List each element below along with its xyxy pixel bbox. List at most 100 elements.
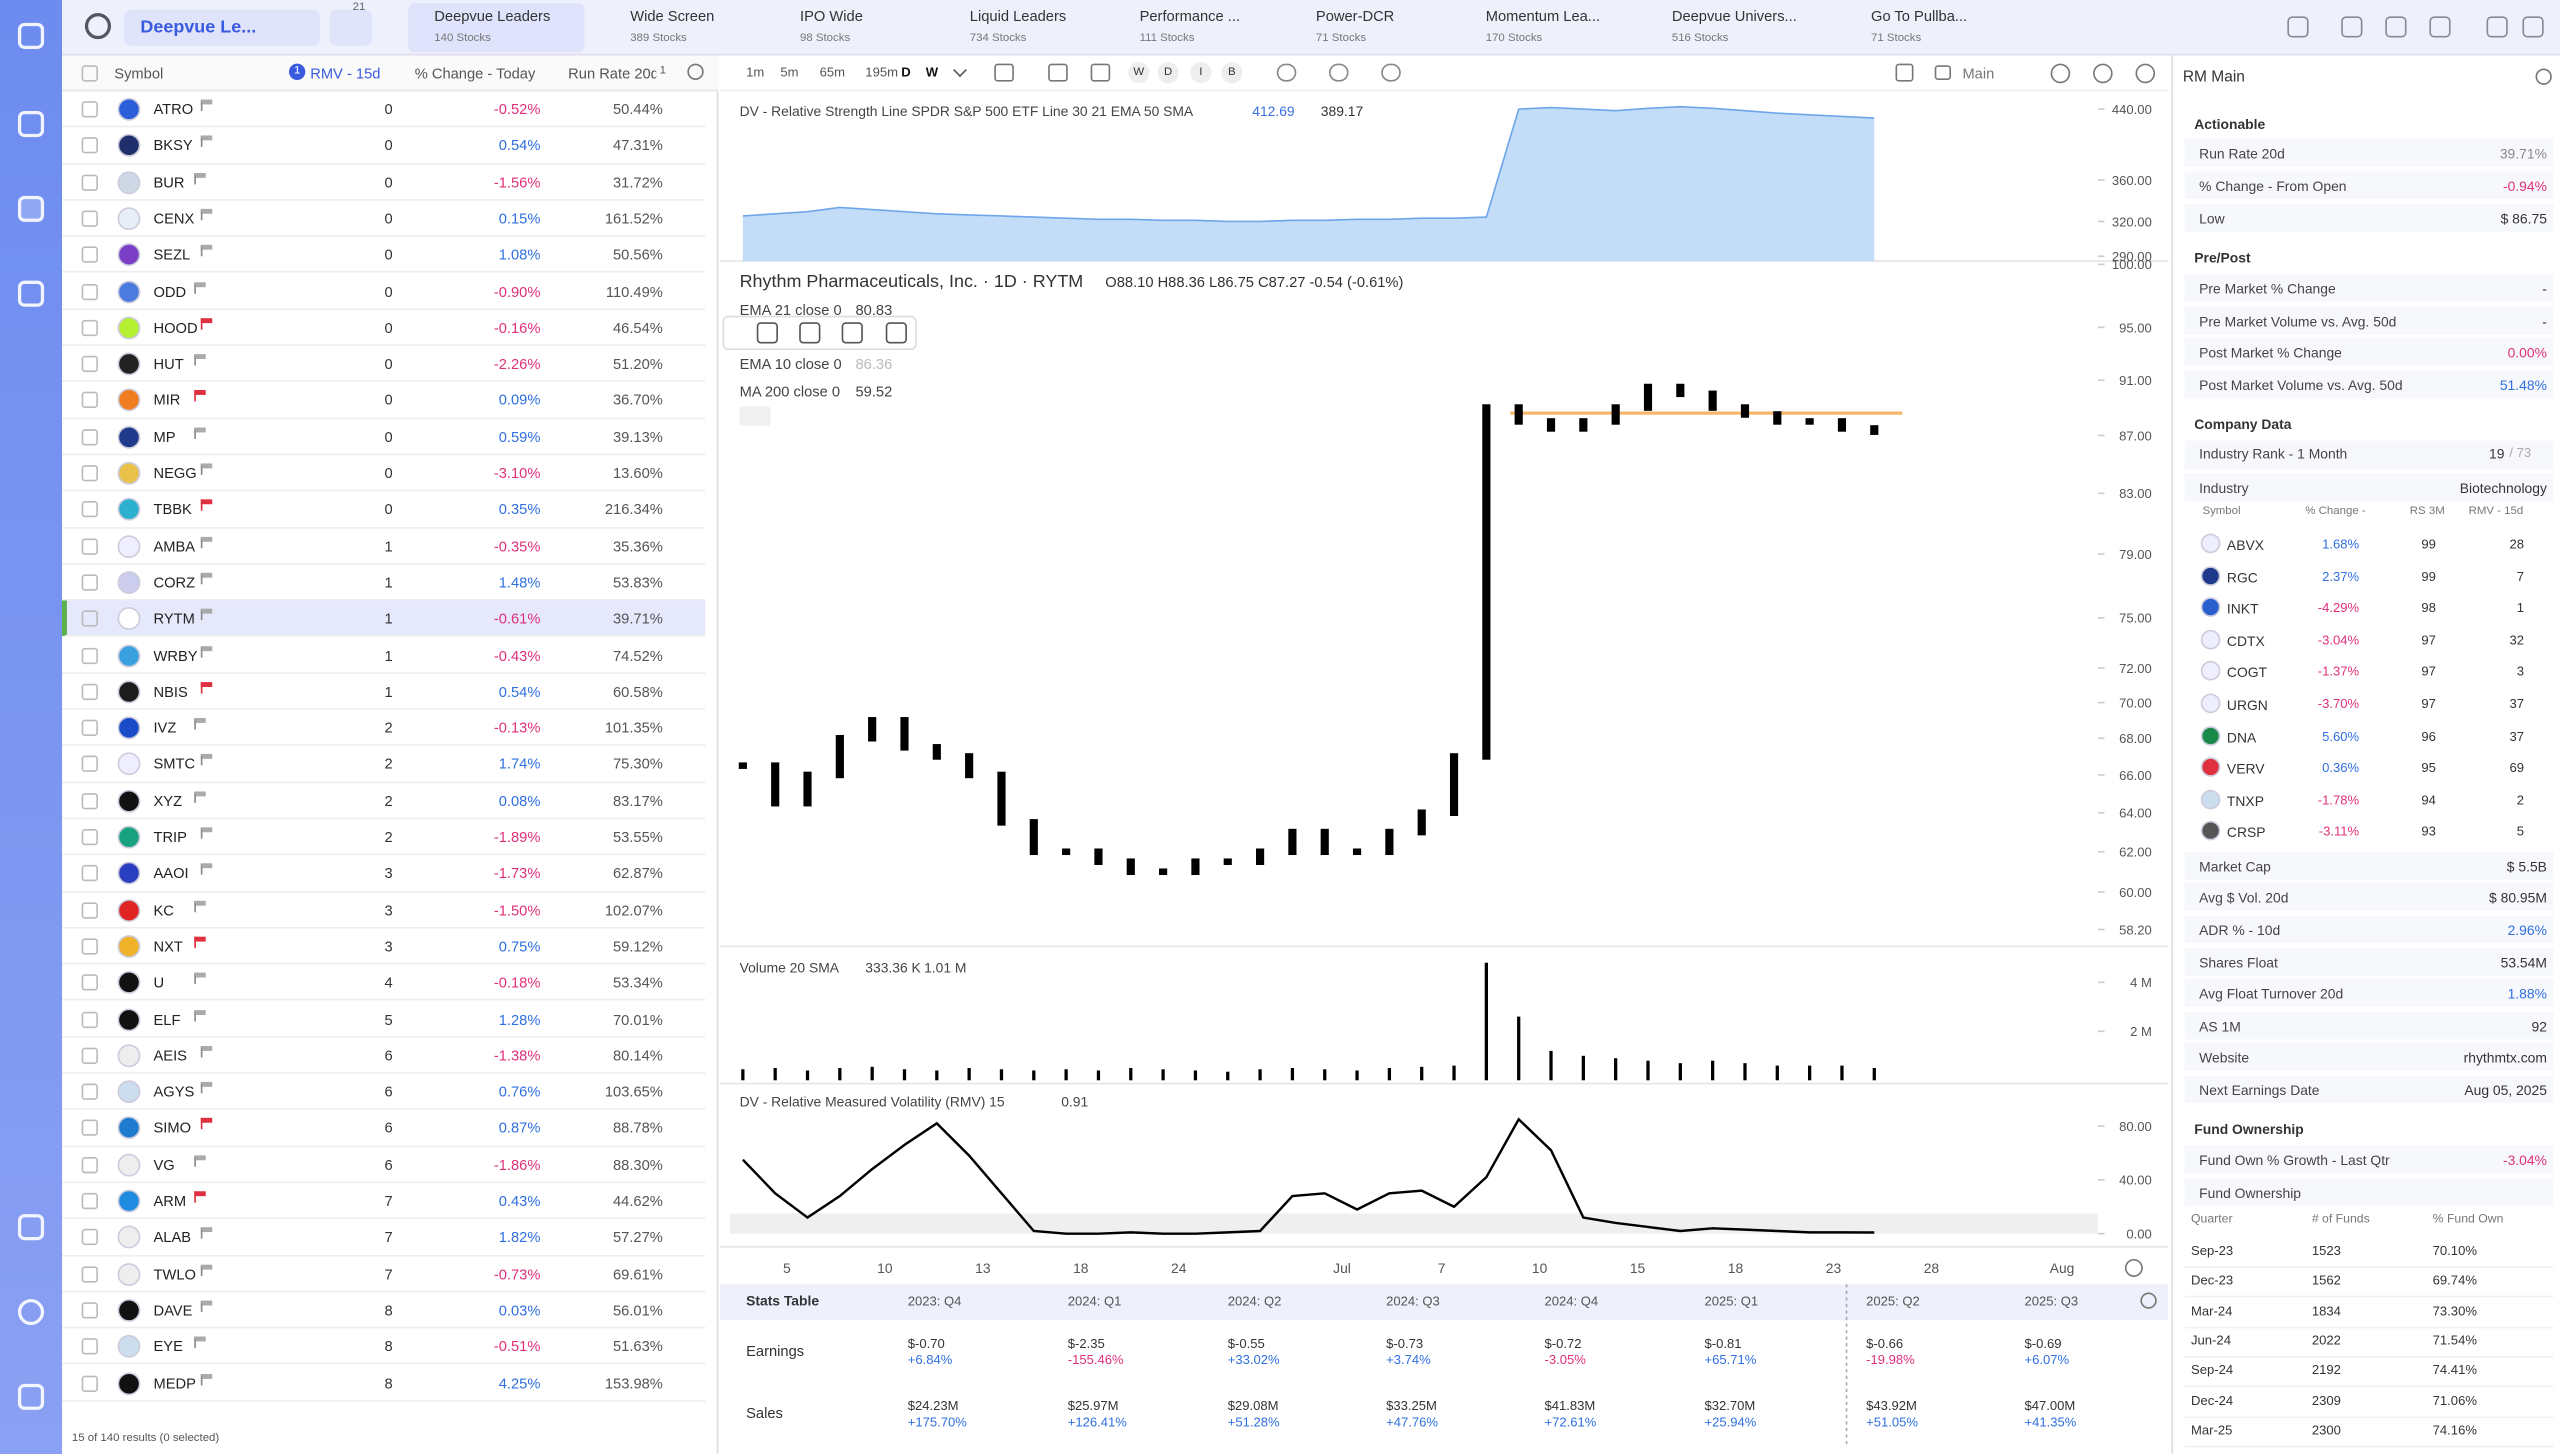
flag-icon[interactable] xyxy=(200,499,213,512)
panel-settings[interactable] xyxy=(2535,68,2552,85)
layout-icon[interactable] xyxy=(1895,63,1914,82)
interval-button[interactable]: D xyxy=(901,65,911,80)
tool-icon[interactable] xyxy=(2093,63,2113,84)
flag-icon[interactable] xyxy=(194,427,206,439)
checkbox[interactable] xyxy=(81,465,98,482)
watchlist-row[interactable] xyxy=(62,1219,706,1256)
checkbox[interactable] xyxy=(81,65,98,82)
flag-icon[interactable] xyxy=(194,972,206,985)
search-icon[interactable] xyxy=(84,13,112,40)
flag-icon[interactable] xyxy=(200,1227,213,1240)
flag-icon[interactable] xyxy=(200,463,213,475)
peer-symbol[interactable]: ABVX xyxy=(2226,536,2264,554)
flag-icon[interactable] xyxy=(194,936,206,948)
sidebar-icon[interactable] xyxy=(17,1214,45,1241)
watchlist-row[interactable] xyxy=(62,1256,706,1293)
flag-icon[interactable] xyxy=(200,1264,213,1276)
interval-button[interactable]: 195m xyxy=(865,65,898,80)
checkbox[interactable] xyxy=(81,1338,98,1355)
watchlist-row[interactable] xyxy=(62,1074,706,1111)
watchlist-row[interactable] xyxy=(62,965,706,1002)
flag-icon[interactable] xyxy=(194,1154,206,1167)
checkbox[interactable] xyxy=(81,101,98,118)
tab[interactable] xyxy=(408,3,585,53)
flag-icon[interactable] xyxy=(200,1082,213,1094)
watchlist-row[interactable] xyxy=(62,237,706,274)
flag-icon[interactable] xyxy=(200,827,213,839)
layout-icon[interactable] xyxy=(1934,65,1952,80)
flag-icon[interactable] xyxy=(194,390,206,403)
column-header[interactable]: Run Rate 20d xyxy=(568,65,657,82)
toolbar-icon[interactable] xyxy=(2341,16,2363,38)
checkbox[interactable] xyxy=(81,319,98,336)
flag-icon[interactable] xyxy=(200,99,213,111)
watchlist-row[interactable] xyxy=(62,1183,706,1220)
interval-button[interactable]: 65m xyxy=(819,65,845,80)
settings-icon[interactable] xyxy=(687,63,704,80)
interval-button[interactable]: 5m xyxy=(780,65,799,80)
flag-icon[interactable] xyxy=(200,608,213,621)
stats-settings[interactable] xyxy=(2140,1292,2157,1309)
peer-symbol[interactable]: TNXP xyxy=(2226,792,2264,810)
checkbox[interactable] xyxy=(81,574,98,591)
toolbar-icon[interactable] xyxy=(2287,16,2309,38)
flag-icon[interactable] xyxy=(200,1373,213,1385)
toolbar-icon[interactable] xyxy=(2385,16,2407,38)
flag-icon[interactable] xyxy=(194,1009,206,1021)
flag-icon[interactable] xyxy=(200,1045,213,1058)
peer-symbol[interactable]: RGC xyxy=(2226,568,2258,586)
watchlist-row[interactable] xyxy=(62,674,706,711)
watchlist-row[interactable] xyxy=(62,892,706,929)
sidebar-icon[interactable] xyxy=(17,1383,45,1410)
checkbox[interactable] xyxy=(81,1120,98,1137)
flag-icon[interactable] xyxy=(200,863,213,876)
flag-icon[interactable] xyxy=(194,1336,206,1349)
mode-button[interactable]: W xyxy=(1128,62,1150,84)
watchlist-row[interactable] xyxy=(62,819,706,856)
watchlist-row[interactable] xyxy=(62,419,706,456)
panel-title[interactable]: RM Main xyxy=(2182,68,2245,87)
watchlist-row[interactable] xyxy=(62,201,706,237)
checkbox[interactable] xyxy=(81,392,98,409)
peer-symbol[interactable]: CRSP xyxy=(2226,824,2266,842)
watchlist-row[interactable] xyxy=(62,710,706,747)
peer-symbol[interactable]: DNA xyxy=(2226,728,2257,746)
axis-settings[interactable] xyxy=(2124,1258,2143,1277)
flag-icon[interactable] xyxy=(194,900,206,912)
flag-icon[interactable] xyxy=(200,536,213,548)
watchlist-row[interactable] xyxy=(62,1001,706,1038)
flag-icon[interactable] xyxy=(200,135,213,148)
watchlist-row[interactable] xyxy=(62,928,706,965)
tool-icon[interactable] xyxy=(1276,63,1297,82)
checkbox[interactable] xyxy=(81,137,98,154)
peer-symbol[interactable]: INKT xyxy=(2226,600,2259,618)
watchlist-row[interactable] xyxy=(62,528,706,565)
column-header[interactable]: RMV - 15d xyxy=(310,65,381,82)
sidebar-icon[interactable] xyxy=(17,195,45,222)
peer-symbol[interactable]: URGN xyxy=(2226,696,2268,714)
flag-icon[interactable] xyxy=(200,317,213,330)
column-header[interactable]: Symbol xyxy=(114,65,164,82)
checkbox[interactable] xyxy=(81,173,98,191)
flag-icon[interactable] xyxy=(194,281,206,293)
tool-icon[interactable] xyxy=(2135,63,2156,84)
checkbox[interactable] xyxy=(81,246,98,264)
watchlist-row[interactable] xyxy=(62,564,706,601)
checkbox[interactable] xyxy=(81,792,98,809)
peer-symbol[interactable]: CDTX xyxy=(2226,632,2265,650)
flag-icon[interactable] xyxy=(200,245,213,257)
flag-icon[interactable] xyxy=(200,681,213,694)
checkbox[interactable] xyxy=(81,1192,98,1210)
flag-icon[interactable] xyxy=(194,354,206,366)
checkbox[interactable] xyxy=(81,283,98,300)
sidebar-icon[interactable] xyxy=(17,22,45,49)
column-header[interactable]: % Change - Today xyxy=(414,65,536,82)
checkbox[interactable] xyxy=(81,210,98,227)
watchlist-row[interactable] xyxy=(62,273,706,310)
watchlist-row[interactable] xyxy=(62,1038,706,1074)
checkbox[interactable] xyxy=(81,1047,98,1064)
checkbox[interactable] xyxy=(81,428,98,445)
mode-button[interactable]: B xyxy=(1221,62,1243,84)
flag-icon[interactable] xyxy=(200,208,213,221)
toolbar-icon[interactable] xyxy=(2522,16,2544,38)
